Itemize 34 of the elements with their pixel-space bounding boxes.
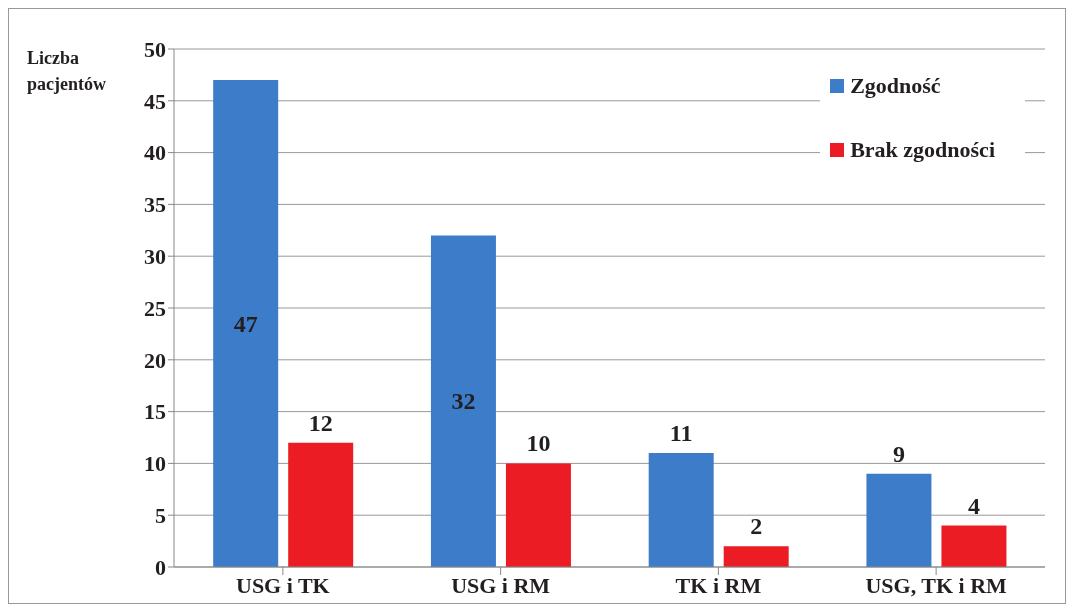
data-label: 4 [967,492,980,519]
legend-label: Zgodność [850,73,941,99]
bar [213,80,279,567]
bar [866,473,932,567]
bar [723,546,789,567]
data-label: 12 [308,409,333,436]
y-tick-label: 10 [144,451,166,477]
bar [430,235,496,567]
y-tick-label: 0 [155,554,166,580]
data-label: 11 [669,420,693,447]
x-tick-label: USG, TK i RM [865,572,1008,598]
data-label: 2 [750,513,763,540]
y-tick-label: 25 [144,295,166,321]
y-axis-title: Liczba pacjentów [27,47,107,96]
bar [648,453,714,567]
bar [941,525,1007,567]
data-label: 32 [451,388,476,415]
y-tick-label: 50 [144,36,166,62]
legend-label: Brak zgodności [850,137,995,163]
x-tick-label: USG i RM [451,572,551,598]
data-label: 47 [233,310,258,337]
data-label: 10 [526,430,551,457]
bar [288,442,354,567]
x-tick-label: TK i RM [675,572,762,598]
y-tick-label: 20 [144,347,166,373]
data-label: 9 [892,440,905,467]
x-tick-label: USG i TK [236,572,330,598]
y-tick-label: 45 [144,88,166,114]
bar [505,463,571,567]
y-tick-label: 30 [144,244,166,270]
y-tick-label: 5 [155,503,166,529]
y-tick-label: 35 [144,192,166,218]
y-tick-label: 40 [144,140,166,166]
y-tick-label: 15 [144,399,166,425]
